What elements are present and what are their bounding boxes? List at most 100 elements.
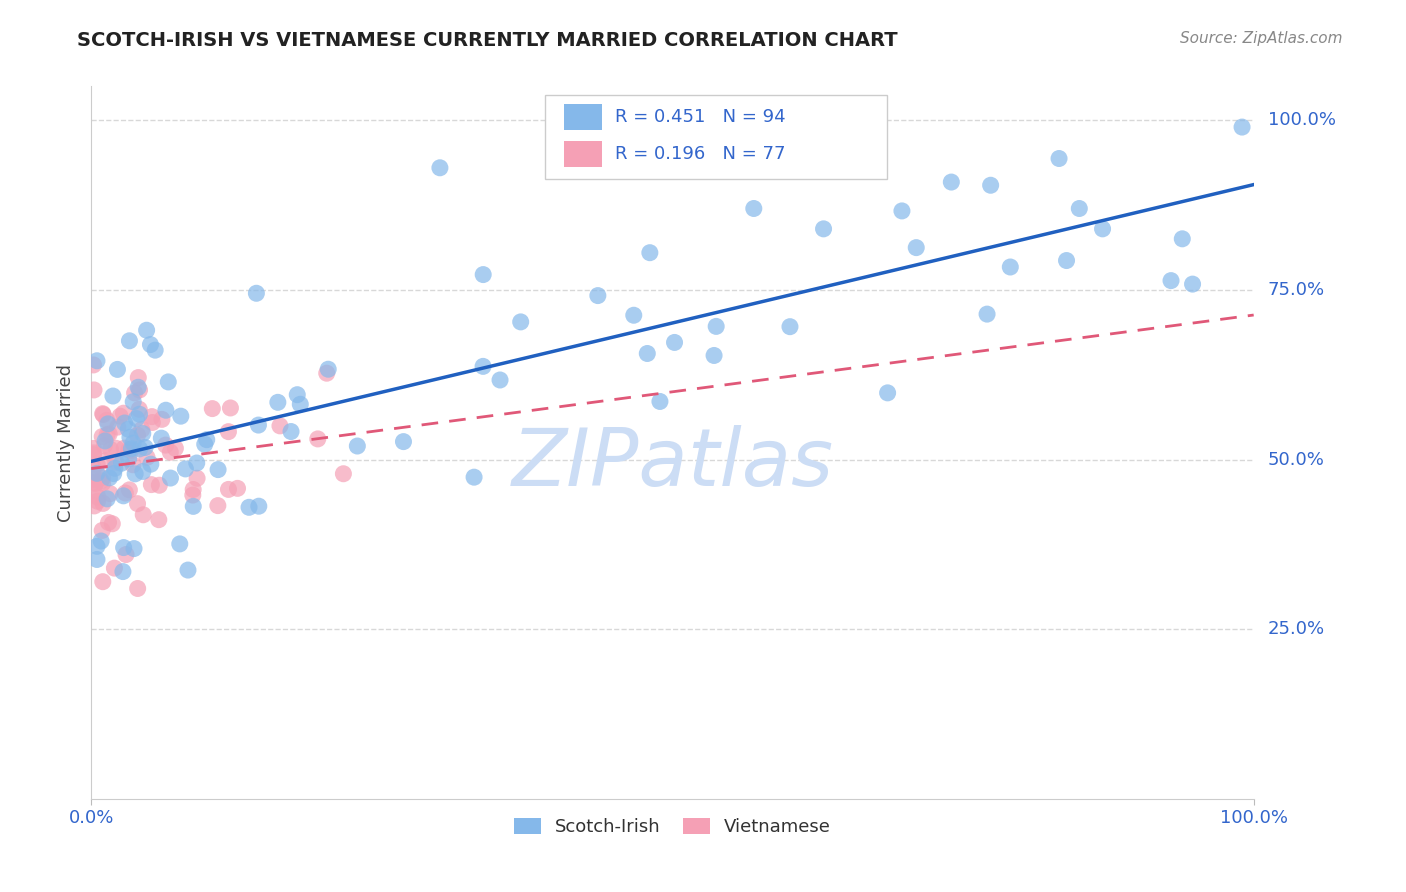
Point — [1160, 274, 1182, 288]
Point — [890, 203, 912, 218]
Point — [247, 418, 270, 433]
Point — [86, 353, 108, 368]
Bar — [564, 141, 602, 167]
Point — [135, 323, 157, 337]
Point — [127, 380, 149, 394]
Point — [813, 222, 835, 236]
Point — [128, 383, 150, 397]
Point — [117, 422, 139, 436]
Point — [623, 308, 645, 322]
Point — [118, 334, 141, 348]
Point — [148, 478, 170, 492]
Point — [118, 442, 141, 457]
Point — [586, 288, 609, 302]
Point — [307, 432, 329, 446]
Point — [150, 431, 173, 445]
Point — [82, 472, 104, 486]
Text: 75.0%: 75.0% — [1268, 281, 1324, 299]
Point — [165, 442, 187, 456]
Point — [217, 425, 239, 439]
Point — [86, 552, 108, 566]
Point — [124, 467, 146, 481]
Point — [83, 499, 105, 513]
Point — [143, 343, 166, 358]
Point — [91, 429, 114, 443]
Point — [132, 465, 155, 479]
Point — [139, 457, 162, 471]
Text: 50.0%: 50.0% — [1268, 450, 1324, 468]
Point — [112, 441, 135, 455]
Point — [280, 425, 302, 439]
Point — [489, 373, 512, 387]
Point — [82, 442, 104, 456]
Point — [332, 467, 354, 481]
Point — [155, 403, 177, 417]
Point — [976, 307, 998, 321]
Point — [110, 456, 132, 470]
Point — [83, 383, 105, 397]
Point — [247, 499, 270, 513]
Point — [82, 461, 104, 475]
Point — [127, 370, 149, 384]
Text: R = 0.196   N = 77: R = 0.196 N = 77 — [616, 145, 786, 163]
Point — [104, 461, 127, 475]
Point — [201, 401, 224, 416]
Point — [664, 335, 686, 350]
Point — [1047, 152, 1070, 166]
Point — [141, 409, 163, 424]
Point — [83, 475, 105, 490]
Point — [429, 161, 451, 175]
Point — [141, 477, 163, 491]
Legend: Scotch-Irish, Vietnamese: Scotch-Irish, Vietnamese — [506, 811, 838, 843]
Point — [742, 202, 765, 216]
Point — [134, 441, 156, 455]
Point — [186, 456, 208, 470]
Point — [1091, 222, 1114, 236]
Point — [104, 455, 127, 469]
Point — [779, 319, 801, 334]
Point — [207, 499, 229, 513]
Point — [174, 462, 197, 476]
Point — [1056, 253, 1078, 268]
Point — [83, 446, 105, 460]
Point — [125, 411, 148, 425]
Text: R = 0.451   N = 94: R = 0.451 N = 94 — [616, 108, 786, 126]
Point — [392, 434, 415, 449]
Point — [122, 436, 145, 450]
Text: ZIPatlas: ZIPatlas — [512, 425, 834, 503]
Point — [267, 395, 290, 409]
Point — [181, 500, 204, 514]
Point — [128, 402, 150, 417]
Point — [122, 458, 145, 472]
Point — [121, 443, 143, 458]
Point — [194, 437, 217, 451]
Point — [118, 430, 141, 444]
Point — [91, 407, 114, 421]
Point — [103, 467, 125, 481]
Point — [97, 516, 120, 530]
Point — [86, 457, 108, 471]
Point — [96, 427, 118, 442]
Point — [90, 534, 112, 549]
Point — [1171, 232, 1194, 246]
Point — [98, 486, 121, 500]
Point — [84, 476, 107, 491]
Point — [155, 438, 177, 452]
Point — [195, 433, 218, 447]
Y-axis label: Currently Married: Currently Married — [58, 364, 75, 522]
Text: SCOTCH-IRISH VS VIETNAMESE CURRENTLY MARRIED CORRELATION CHART: SCOTCH-IRISH VS VIETNAMESE CURRENTLY MAR… — [77, 31, 898, 50]
Point — [132, 426, 155, 441]
Text: Source: ZipAtlas.com: Source: ZipAtlas.com — [1180, 31, 1343, 46]
Point — [91, 476, 114, 491]
Point — [346, 439, 368, 453]
Point — [181, 488, 204, 502]
Point — [285, 387, 308, 401]
Point — [96, 413, 118, 427]
FancyBboxPatch shape — [544, 95, 887, 179]
Point — [127, 428, 149, 442]
Point — [131, 422, 153, 436]
Point — [98, 471, 121, 485]
Point — [1230, 120, 1253, 134]
Point — [315, 366, 337, 380]
Point — [120, 442, 142, 456]
